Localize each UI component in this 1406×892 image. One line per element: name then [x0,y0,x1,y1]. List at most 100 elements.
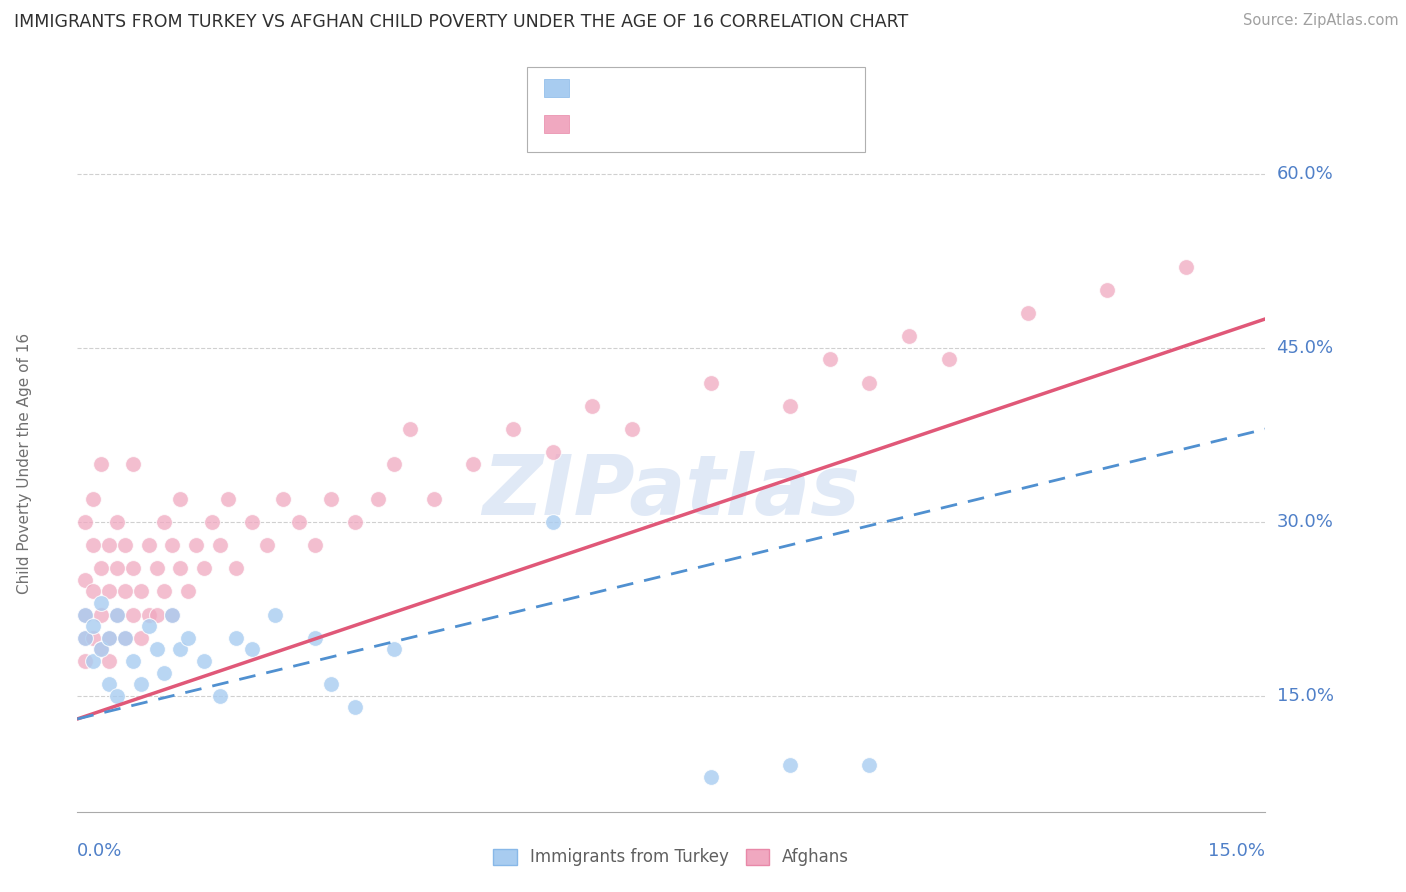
Point [121,607,143,622]
Point [169,491,191,506]
Point [779,758,801,772]
Point [177,631,200,645]
Point [98,654,121,668]
Text: N = 16: N = 16 [721,79,779,97]
Point [121,654,143,668]
Point [304,631,326,645]
Point [75,631,97,645]
Point [541,445,564,459]
Point [129,584,152,599]
Point [343,515,366,529]
Point [240,515,263,529]
Point [90,642,112,657]
Point [700,770,723,784]
Point [581,399,603,413]
Text: Source: ZipAtlas.com: Source: ZipAtlas.com [1243,13,1399,29]
Point [98,584,121,599]
Point [98,677,121,691]
Point [319,491,342,506]
Text: N = 70: N = 70 [721,115,779,133]
Point [129,677,152,691]
Point [75,654,97,668]
Text: 60.0%: 60.0% [1277,165,1333,183]
Point [1175,260,1198,274]
Point [98,538,121,552]
Point [90,596,112,610]
Point [90,457,112,471]
Legend: Immigrants from Turkey, Afghans: Immigrants from Turkey, Afghans [486,842,856,873]
Point [138,607,160,622]
Point [114,631,136,645]
Point [129,631,152,645]
Point [162,607,184,622]
Point [217,491,239,506]
Point [82,584,104,599]
Point [938,352,960,367]
Point [288,515,311,529]
Point [75,607,97,622]
Point [208,538,231,552]
Point [82,654,104,668]
Text: 15.0%: 15.0% [1208,842,1265,860]
Point [162,607,184,622]
Point [208,689,231,703]
Point [271,491,294,506]
Point [225,631,247,645]
Point [779,399,801,413]
Text: ZIPatlas: ZIPatlas [482,451,860,533]
Point [423,491,446,506]
Text: R = 0.460: R = 0.460 [581,115,664,133]
Point [75,607,97,622]
Text: IMMIGRANTS FROM TURKEY VS AFGHAN CHILD POVERTY UNDER THE AGE OF 16 CORRELATION C: IMMIGRANTS FROM TURKEY VS AFGHAN CHILD P… [14,13,908,31]
Point [75,631,97,645]
Point [153,515,176,529]
Point [169,561,191,575]
Point [898,329,921,343]
Point [114,631,136,645]
Point [145,607,167,622]
Text: Child Poverty Under the Age of 16: Child Poverty Under the Age of 16 [17,334,32,594]
Point [105,561,128,575]
Point [382,642,405,657]
Point [105,607,128,622]
Point [90,642,112,657]
Point [186,538,208,552]
Point [858,758,880,772]
Point [304,538,326,552]
Point [1017,306,1039,320]
Point [145,642,167,657]
Text: 15.0%: 15.0% [1277,687,1333,705]
Point [153,584,176,599]
Point [541,515,564,529]
Point [82,491,104,506]
Point [620,422,643,436]
Point [98,631,121,645]
Point [105,607,128,622]
Point [858,376,880,390]
Point [367,491,389,506]
Point [169,642,191,657]
Point [382,457,405,471]
Point [90,607,112,622]
Point [502,422,524,436]
Point [162,538,184,552]
Point [75,515,97,529]
Point [818,352,841,367]
Point [256,538,278,552]
Point [105,515,128,529]
Text: 0.0%: 0.0% [77,842,122,860]
Point [82,619,104,633]
Text: 45.0%: 45.0% [1277,339,1334,357]
Point [225,561,247,575]
Point [82,538,104,552]
Point [75,573,97,587]
Point [98,631,121,645]
Point [90,561,112,575]
Point [138,538,160,552]
Point [121,457,143,471]
Text: R = 0.256: R = 0.256 [581,79,664,97]
Point [463,457,485,471]
Point [177,584,200,599]
Text: 30.0%: 30.0% [1277,513,1333,531]
Point [138,619,160,633]
